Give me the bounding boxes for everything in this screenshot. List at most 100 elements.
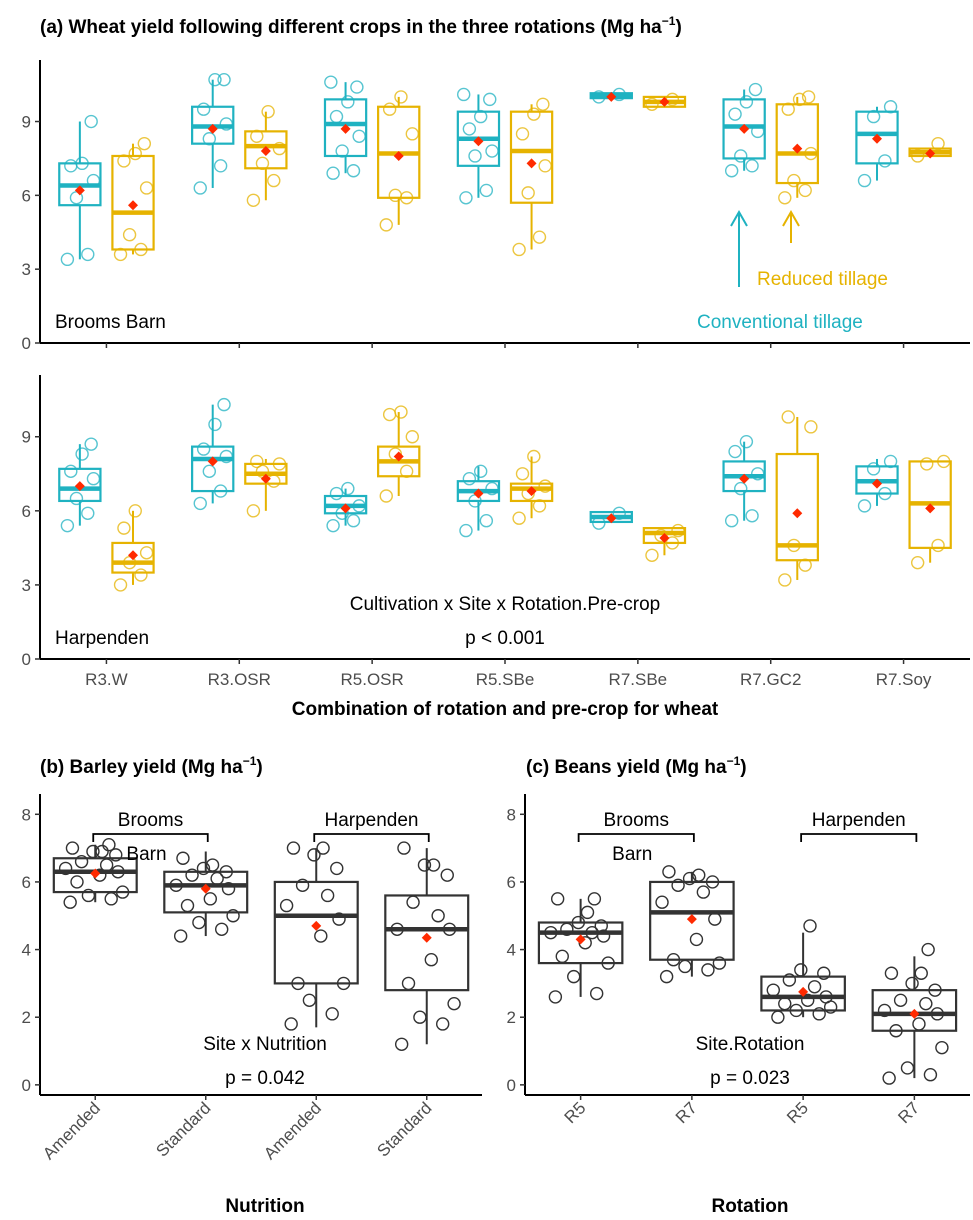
data-point <box>555 949 569 964</box>
data-point <box>527 107 541 121</box>
data-point <box>701 963 715 977</box>
interaction-label-a: Cultivation x Site x Rotation.Pre-crop <box>350 594 660 615</box>
interaction-label-c: Site.Rotation <box>696 1034 805 1055</box>
data-point <box>889 1024 903 1038</box>
data-point <box>745 509 759 523</box>
data-point <box>536 97 550 111</box>
data-point <box>548 990 563 1004</box>
data-point <box>745 159 759 173</box>
site-label-brooms-barn: Brooms Barn <box>55 312 166 333</box>
data-point <box>692 868 706 882</box>
data-point <box>882 1071 896 1085</box>
data-point <box>115 885 130 899</box>
y-tick-label: 9 <box>22 113 31 132</box>
data-point <box>521 486 535 501</box>
data-point <box>666 953 681 967</box>
data-point <box>682 871 697 886</box>
data-point <box>215 922 229 936</box>
y-tick-label: 0 <box>22 650 31 669</box>
data-point <box>324 75 338 89</box>
data-point <box>787 173 801 188</box>
box <box>509 97 554 257</box>
data-point <box>654 528 668 543</box>
mean-marker <box>393 451 404 462</box>
iqr-box <box>509 110 554 204</box>
data-point <box>708 912 722 926</box>
data-point <box>544 925 558 940</box>
data-point <box>479 514 494 528</box>
interaction-label-b: Site x Nutrition <box>203 1034 327 1055</box>
mean-marker <box>925 148 936 159</box>
data-point <box>923 1068 938 1082</box>
iqr-box <box>52 857 138 894</box>
data-point <box>99 858 114 872</box>
data-point <box>117 521 131 535</box>
data-point <box>782 973 797 987</box>
data-point <box>58 861 73 876</box>
data-point <box>878 154 892 168</box>
x-axis-title-b: Nutrition <box>225 1196 304 1217</box>
box <box>722 82 766 178</box>
data-point <box>589 986 604 1001</box>
data-point <box>65 841 80 855</box>
mean-marker <box>393 150 404 161</box>
data-point <box>645 548 659 562</box>
data-point <box>919 996 933 1011</box>
data-point <box>739 95 754 109</box>
data-point <box>192 915 206 930</box>
iqr-box <box>191 445 235 493</box>
iqr-box <box>111 154 155 251</box>
data-point <box>462 122 477 136</box>
data-point <box>778 996 792 1011</box>
data-point <box>807 980 822 994</box>
data-point <box>208 417 222 432</box>
p-value-a: p < 0.001 <box>465 628 545 649</box>
data-point <box>794 963 808 977</box>
data-point <box>217 72 231 87</box>
mean-marker <box>575 934 586 945</box>
data-point <box>219 865 233 879</box>
y-tick-label: 4 <box>22 941 31 960</box>
x-tick-label: R7.SBe <box>609 670 668 689</box>
x-tick-label: R5.SBe <box>476 670 535 689</box>
data-point <box>113 247 128 262</box>
iqr-box <box>509 482 554 503</box>
data-point <box>202 132 217 146</box>
y-tick-label: 4 <box>507 941 516 960</box>
data-point <box>884 966 899 980</box>
data-point <box>134 242 148 257</box>
panel-b-title: (b) Barley yield (Mg ha−1) <box>40 754 263 778</box>
box <box>642 523 687 562</box>
data-point <box>284 1017 298 1031</box>
x-tick-label: R5 <box>561 1098 590 1127</box>
data-point <box>246 504 261 518</box>
y-tick-label: 9 <box>22 428 31 447</box>
data-point <box>678 959 692 974</box>
data-point <box>612 506 626 520</box>
box <box>775 90 819 205</box>
data-point <box>798 183 812 198</box>
data-point <box>139 546 154 560</box>
box <box>775 410 819 587</box>
data-point <box>734 481 748 496</box>
data-point <box>109 848 123 862</box>
data-point <box>316 841 330 855</box>
data-point <box>320 888 335 903</box>
data-point <box>81 247 95 262</box>
box <box>191 397 235 511</box>
mean-marker <box>792 143 803 154</box>
data-point <box>341 481 355 496</box>
data-point <box>473 109 488 124</box>
panel-a-title: (a) Wheat yield following different crop… <box>40 14 682 38</box>
bracket-line <box>92 833 209 842</box>
mean-marker <box>74 481 85 492</box>
data-point <box>330 861 344 876</box>
data-point <box>910 149 925 163</box>
data-point <box>84 437 98 451</box>
bracket-line <box>800 833 918 842</box>
data-point <box>798 558 812 572</box>
data-point <box>86 173 101 188</box>
x-tick-label: R7 <box>894 1098 923 1127</box>
mean-marker <box>739 123 750 134</box>
conventional-arrow <box>730 209 748 287</box>
